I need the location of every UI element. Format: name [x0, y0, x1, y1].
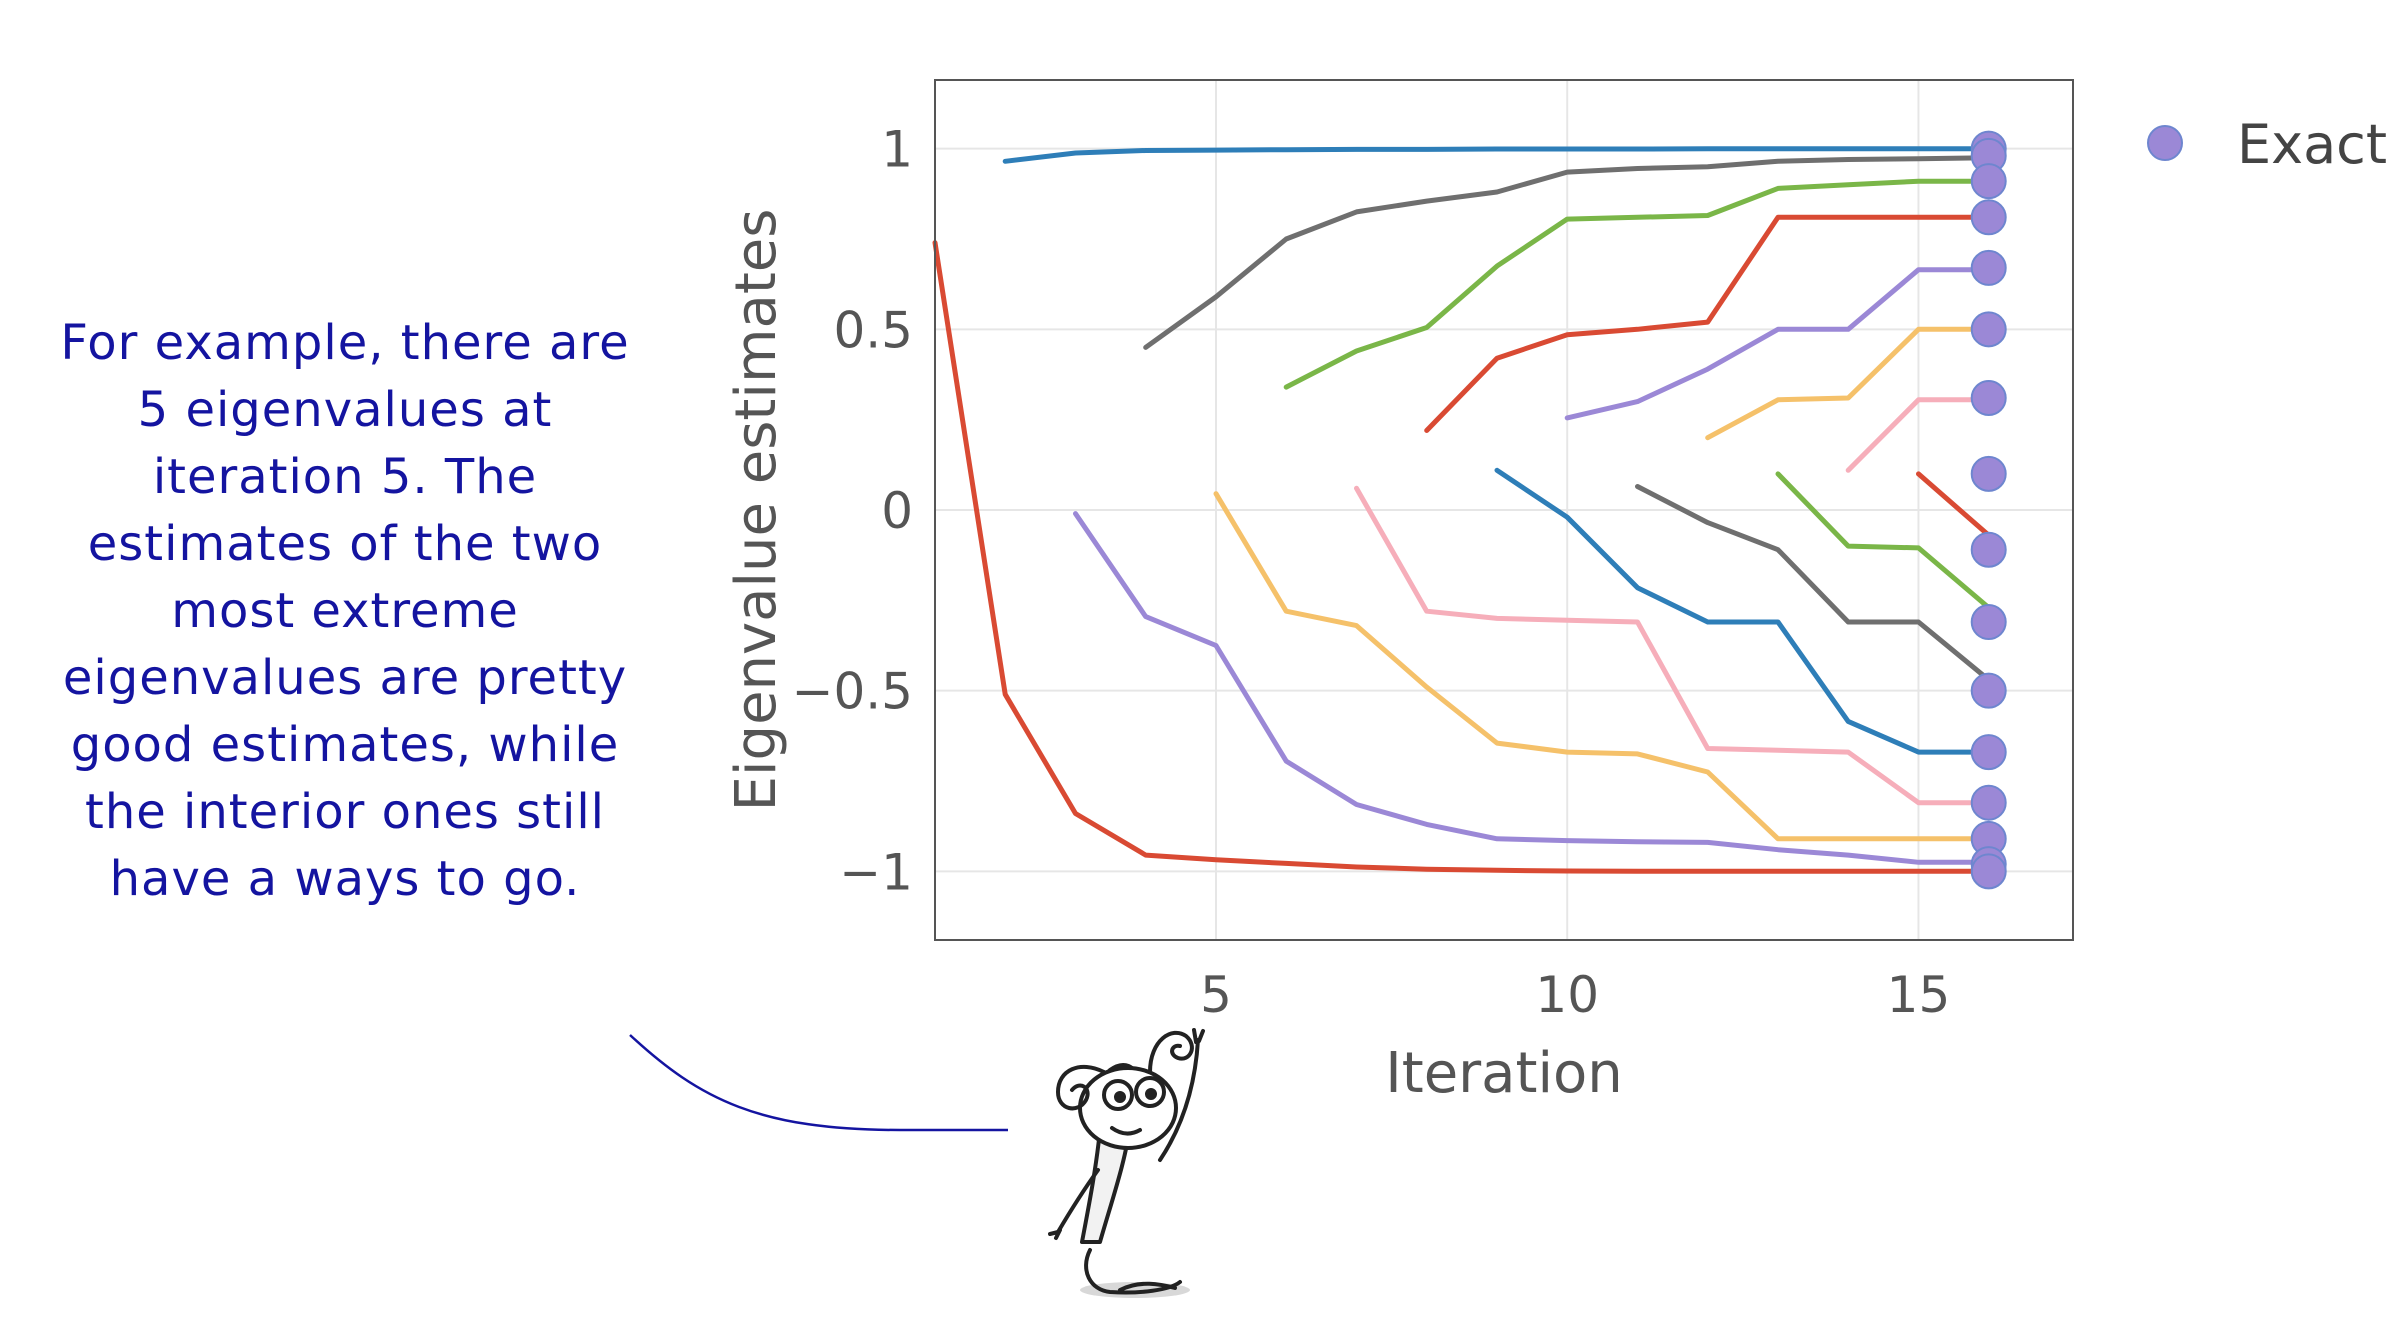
x-tick-label: 15 — [1887, 966, 1951, 1024]
series-line — [1564, 267, 1992, 421]
series-line — [1073, 511, 1992, 865]
exact-point — [1970, 311, 2007, 348]
series-line — [1916, 471, 1992, 538]
legend-marker — [2147, 125, 2183, 161]
series-line — [1283, 178, 1992, 390]
exact-point — [1970, 163, 2007, 200]
series-line — [1845, 397, 1992, 473]
grid-lines — [935, 80, 2073, 940]
x-axis-label: Iteration — [1385, 1041, 1623, 1106]
exact-point — [1970, 249, 2007, 286]
plot-frame — [934, 79, 2074, 941]
y-tick-label: −0.5 — [792, 663, 913, 721]
y-tick-label: −1 — [839, 843, 913, 901]
exact-point — [1970, 531, 2007, 568]
exact-point — [1970, 672, 2007, 709]
y-tick-label: 0 — [881, 482, 913, 540]
series-line — [1494, 467, 1992, 755]
exact-point — [1970, 379, 2007, 416]
legend: Exact — [2147, 113, 2387, 176]
series-line — [1002, 146, 1992, 164]
tick-labels: 1 0.5 0 −0.5 −1 5 10 15 — [792, 121, 1951, 1024]
exact-point — [1970, 784, 2007, 821]
exact-point — [1970, 734, 2007, 771]
character-illustration — [1048, 1028, 1205, 1298]
series-line — [1213, 491, 1992, 842]
x-tick-label: 10 — [1535, 966, 1599, 1024]
series-line — [1705, 326, 1992, 441]
exact-points — [1970, 130, 2007, 890]
annotation-text: For example, there are 5 eigenvalues at … — [60, 315, 630, 907]
series-line — [932, 240, 1992, 874]
exact-point — [1970, 604, 2007, 641]
series-line — [1775, 471, 1992, 611]
series-line — [1354, 485, 1992, 806]
legend-label: Exact — [2237, 113, 2387, 176]
series-line — [1424, 214, 1992, 433]
series-line — [1143, 155, 1992, 350]
annotation-pointer-line — [629, 1034, 1008, 1132]
x-tick-label: 5 — [1200, 966, 1232, 1024]
series-line — [1635, 484, 1992, 683]
exact-point — [1970, 853, 2007, 890]
y-tick-label: 1 — [881, 121, 913, 179]
series-lines — [932, 146, 1992, 874]
exact-point — [1970, 455, 2007, 492]
y-axis-label: Eigenvalue estimates — [724, 209, 789, 812]
exact-point — [1970, 199, 2007, 236]
y-tick-label: 0.5 — [833, 301, 913, 359]
